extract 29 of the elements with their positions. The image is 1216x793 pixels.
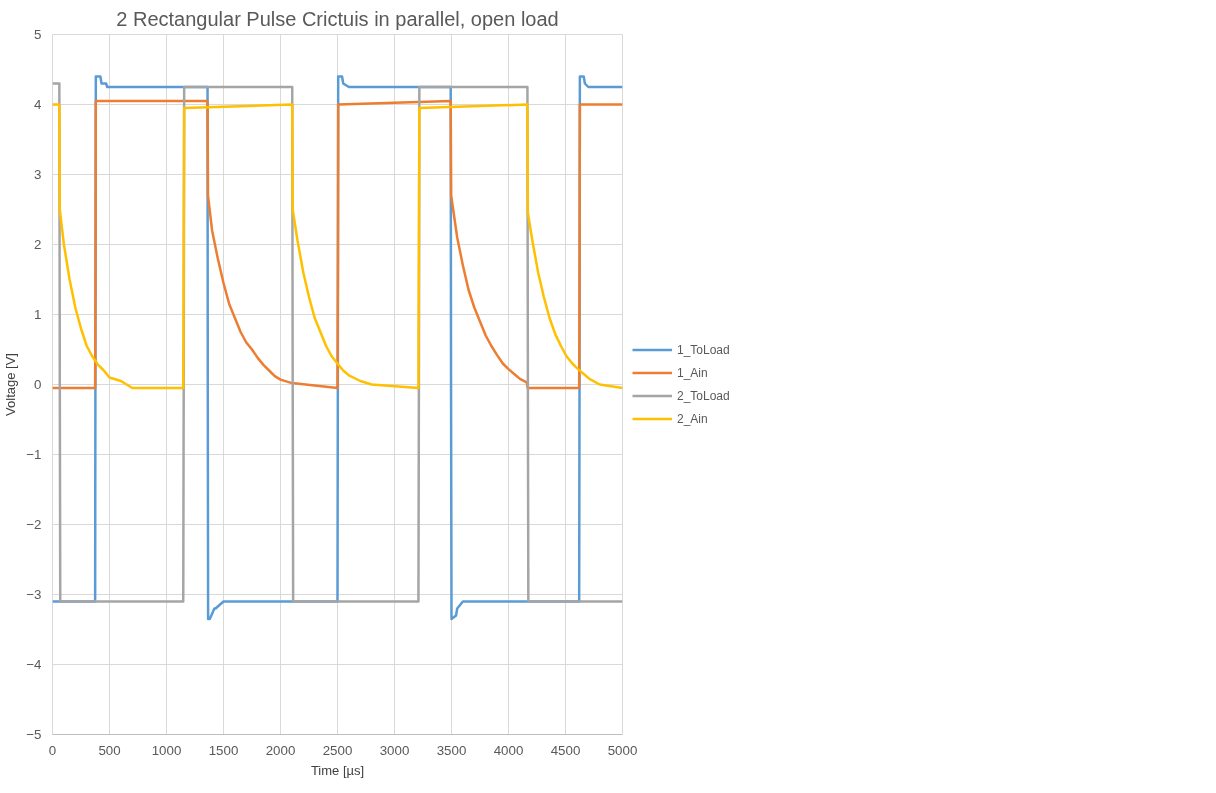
x-tick-label: 1500: [208, 742, 239, 758]
x-tick-label: 1000: [151, 742, 182, 758]
x-tick-label: 4500: [550, 742, 581, 758]
y-tick-label: 5: [34, 27, 42, 42]
y-tick-label: 0: [34, 377, 42, 392]
y-axis-title: Voltage [V]: [3, 353, 19, 416]
y-tick-label: 1: [34, 307, 42, 322]
x-tick-label: 2000: [265, 742, 296, 758]
chart-title: 2 Rectangular Pulse Crictuis in parallel, open load: [116, 7, 559, 30]
x-tick-label: 4000: [493, 742, 524, 758]
x-tick-label: 0: [48, 742, 57, 758]
y-tick-label: −3: [26, 587, 42, 602]
x-tick-label: 500: [98, 742, 121, 758]
x-tick-label: 3500: [436, 742, 467, 758]
x-tick-label: 3000: [379, 742, 410, 758]
x-tick-label: 2500: [322, 742, 353, 758]
legend-label: 1_Ain: [677, 365, 708, 380]
y-tick-label: 4: [34, 97, 43, 112]
legend-label: 2_ToLoad: [677, 388, 730, 403]
y-tick-label: 3: [34, 167, 42, 182]
y-tick-label: 2: [34, 237, 42, 252]
y-tick-label: −4: [26, 657, 43, 672]
legend-label: 2_Ain: [677, 411, 708, 426]
x-tick-label: 5000: [607, 742, 638, 758]
y-tick-label: −5: [26, 727, 42, 742]
x-axis-title: Time [µs]: [310, 762, 365, 778]
legend-label: 1_ToLoad: [677, 342, 730, 357]
y-tick-label: −2: [26, 517, 42, 532]
y-tick-label: −1: [26, 447, 42, 462]
